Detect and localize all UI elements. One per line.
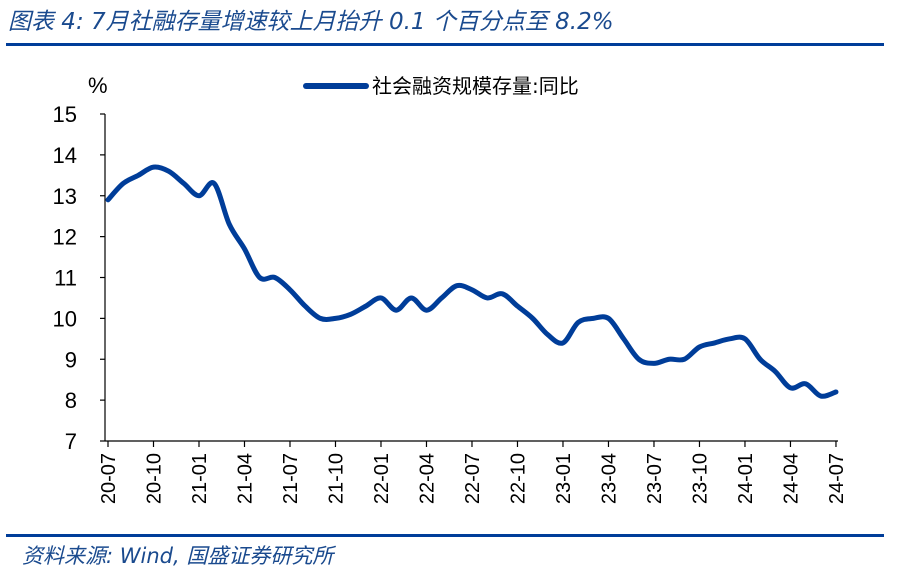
data-point (379, 296, 383, 300)
data-point (364, 304, 368, 308)
data-point (622, 337, 626, 341)
y-tick-label: 8 (65, 388, 77, 413)
x-tick-label: 24-07 (826, 453, 848, 504)
x-tick-label: 22-04 (416, 453, 438, 504)
data-point (227, 222, 231, 226)
data-point (424, 308, 428, 312)
data-point (819, 394, 823, 398)
x-tick-label: 24-01 (735, 453, 757, 504)
y-tick-label: 7 (65, 429, 77, 454)
data-point (485, 296, 489, 300)
y-tick-label: 12 (53, 225, 77, 250)
data-point (197, 194, 201, 198)
x-tick-label: 21-01 (189, 453, 211, 504)
data-point (151, 165, 155, 169)
x-tick-label: 24-04 (780, 453, 802, 504)
line-chart: 社会融资规模存量:同比 % 7 8 9 10 11 12 13 14 15 20-07 20-10 2… (53, 73, 848, 504)
data-point (212, 181, 216, 185)
data-point (242, 247, 246, 251)
source-note: 资料来源: Wind, 国盛证券研究所 (22, 544, 334, 568)
data-point (288, 288, 292, 292)
data-point (167, 169, 171, 173)
y-tick-label: 10 (53, 306, 77, 331)
data-point (606, 316, 610, 320)
x-tick-label: 23-01 (553, 453, 575, 504)
x-tick-label: 20-07 (98, 453, 120, 504)
data-point (515, 304, 519, 308)
y-axis-unit: % (88, 73, 108, 98)
data-point (788, 386, 792, 390)
data-point (561, 341, 565, 345)
data-point (531, 316, 535, 320)
x-tick-label: 23-07 (644, 453, 666, 504)
y-tick-label: 15 (53, 102, 77, 127)
data-point (713, 341, 717, 345)
data-point (303, 304, 307, 308)
data-point (804, 382, 808, 386)
data-point (106, 198, 110, 202)
data-point (500, 292, 504, 296)
x-tick-label: 22-07 (462, 453, 484, 504)
data-point (258, 276, 262, 280)
data-point (637, 357, 641, 361)
x-tick-label: 23-10 (689, 453, 711, 504)
data-point (773, 370, 777, 374)
top-rule (6, 43, 884, 46)
x-tick-label: 21-07 (280, 453, 302, 504)
bottom-rule (6, 534, 884, 537)
y-tick-label: 9 (65, 347, 77, 372)
data-point (273, 276, 277, 280)
data-point (182, 181, 186, 185)
data-point (682, 357, 686, 361)
data-point (455, 284, 459, 288)
x-tick-label: 21-10 (325, 453, 347, 504)
data-point (591, 316, 595, 320)
data-point (697, 345, 701, 349)
x-tick-label: 22-10 (507, 453, 529, 504)
data-point (349, 312, 353, 316)
data-point (394, 308, 398, 312)
legend: 社会融资规模存量:同比 (303, 74, 579, 98)
x-tick-label: 20-10 (143, 453, 165, 504)
data-point (333, 316, 337, 320)
y-tick-label: 14 (53, 143, 77, 168)
chart-title: 图表 4: 7月社融存量增速较上月抬升 0.1 个百分点至 8.2% (8, 9, 614, 35)
x-tick-label: 21-04 (234, 453, 256, 504)
legend-label: 社会融资规模存量:同比 (372, 74, 579, 98)
data-point (728, 337, 732, 341)
data-point (136, 173, 140, 177)
data-point (576, 320, 580, 324)
y-tick-label: 13 (53, 184, 77, 209)
data-point (318, 316, 322, 320)
x-tick-label: 22-01 (371, 453, 393, 504)
data-point (834, 390, 838, 394)
data-point (667, 357, 671, 361)
data-point (546, 333, 550, 337)
y-tick-label: 11 (54, 266, 77, 291)
data-point (652, 361, 656, 365)
data-point (409, 296, 413, 300)
series-line (105, 164, 839, 399)
data-point (470, 288, 474, 292)
data-point (121, 181, 125, 185)
data-point (743, 337, 747, 341)
x-tick-label: 23-04 (598, 453, 620, 504)
data-point (758, 357, 762, 361)
data-point (440, 296, 444, 300)
